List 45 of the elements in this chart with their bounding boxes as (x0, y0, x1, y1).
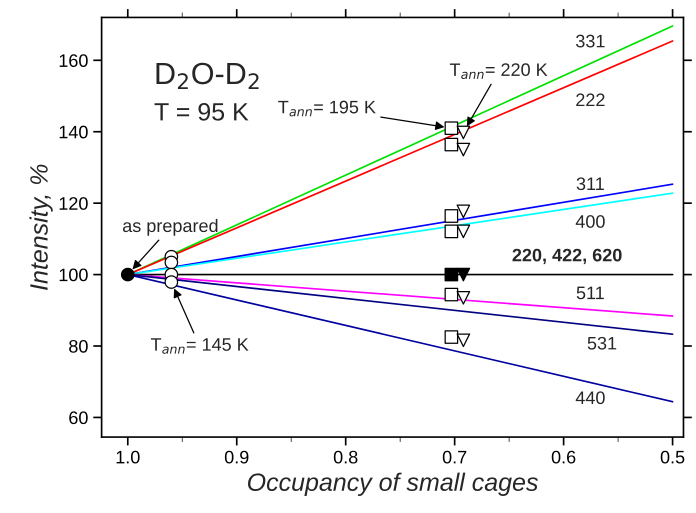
point (456, 204, 470, 218)
point (456, 142, 470, 156)
annotation: 220, 422, 620 (512, 248, 622, 264)
point (444, 224, 458, 238)
annotation: T$_{ann}$= 145 K (150, 338, 249, 354)
annotation: 511 (576, 286, 604, 300)
point (456, 268, 470, 282)
point (444, 288, 458, 302)
annotation: D$_{2}$O-D$_{2}$ (156, 62, 259, 90)
y-tick-label: 120 (60, 197, 88, 210)
y-tick-label: 80 (69, 340, 88, 353)
point (456, 224, 470, 238)
point (444, 138, 458, 152)
point (456, 126, 470, 140)
point (444, 268, 458, 282)
annotation: 222 (576, 93, 605, 106)
point (444, 121, 458, 135)
annotation: 331 (576, 34, 605, 48)
point (456, 333, 470, 348)
point (120, 268, 135, 282)
x-axis-title: Occupancy of small cages (248, 472, 538, 496)
x-tick-label: 0.5 (660, 450, 684, 464)
annotation: 400 (576, 215, 605, 228)
x-tick-label: 0.7 (442, 450, 466, 464)
point (444, 330, 458, 344)
x-tick-label: 1.0 (116, 450, 140, 464)
annotation: T = 95 K (154, 102, 248, 121)
annotation: 531 (588, 336, 616, 350)
x-tick-label: 0.6 (552, 450, 576, 464)
annotation: T$_{ann}$= 195 K (278, 100, 376, 116)
point (164, 256, 178, 270)
annotation: 440 (576, 391, 605, 404)
annotation: T$_{ann}$= 220 K (450, 63, 548, 80)
annotation: 311 (576, 177, 604, 190)
point (164, 275, 178, 289)
point (444, 209, 458, 223)
y-axis-title: Intensity, % (29, 164, 53, 290)
y-tick-label: 100 (60, 268, 88, 282)
y-tick-label: 140 (60, 126, 88, 138)
point (456, 290, 470, 305)
x-tick-label: 0.8 (334, 450, 358, 464)
y-tick-label: 160 (60, 54, 88, 68)
y-tick-label: 60 (69, 411, 88, 424)
annotation: as prepared (122, 218, 218, 236)
x-tick-label: 0.9 (224, 450, 248, 464)
